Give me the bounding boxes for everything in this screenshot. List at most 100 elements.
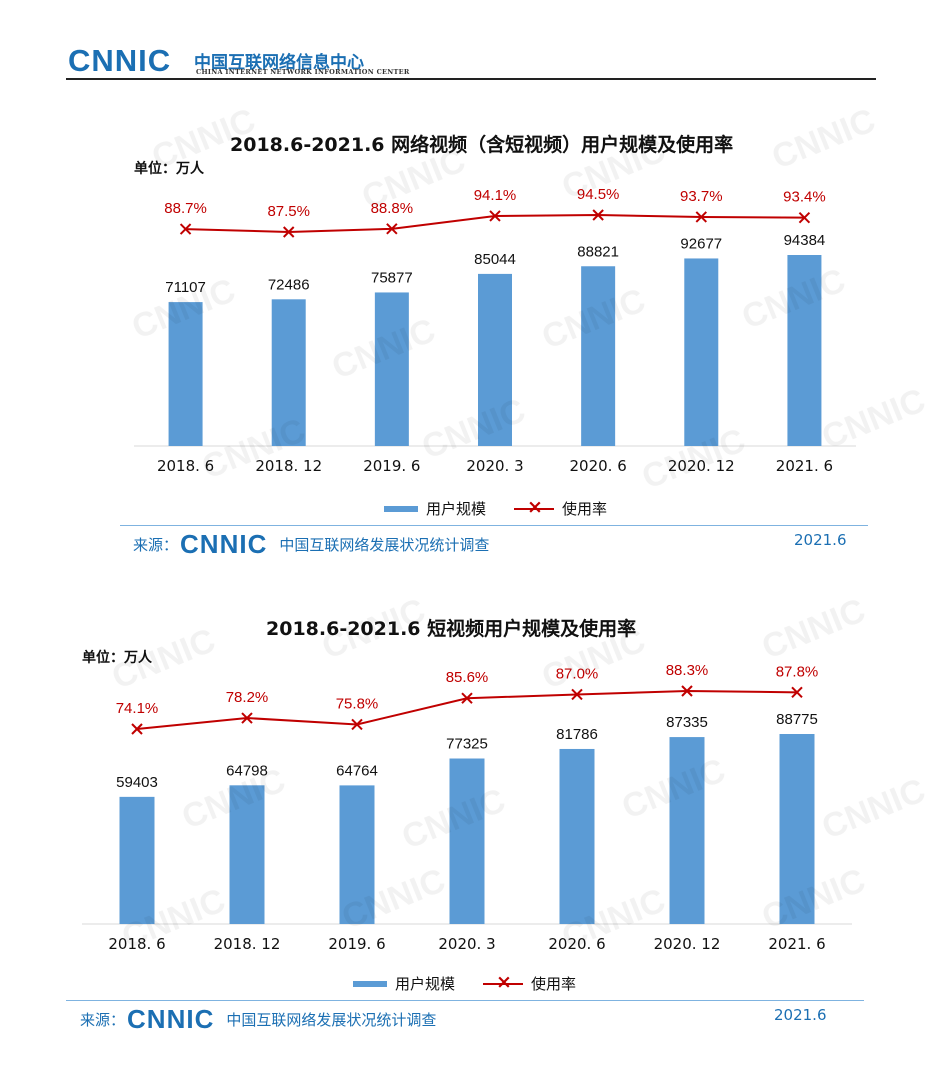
rate-marker-stroke <box>241 712 253 724</box>
bar <box>559 748 595 924</box>
bar-value-label: 88821 <box>577 243 619 260</box>
rate-marker-stroke <box>571 688 583 701</box>
bar <box>119 796 155 924</box>
chart-plot-video: 71107 2018. 6 72486 2018. 12 75877 2019. 6 850… <box>134 186 856 475</box>
rate-value-label: 93.4% <box>783 189 826 206</box>
bar <box>684 258 719 446</box>
rate-value-label: 87.5% <box>267 203 310 220</box>
rate-value-label: 78.2% <box>226 689 269 706</box>
bar <box>271 299 306 446</box>
rate-marker-stroke <box>461 692 473 704</box>
rate-value-label: 94.5% <box>577 186 620 203</box>
rate-marker <box>681 685 693 697</box>
bar-value-label: 88775 <box>776 711 818 728</box>
rate-value-label: 74.1% <box>116 700 159 717</box>
bar-value-label: 85044 <box>474 251 516 268</box>
chart-legend: 用户规模 使用率 <box>384 496 608 519</box>
rate-marker-stroke <box>695 211 707 223</box>
bar-value-label: 64764 <box>336 762 378 779</box>
bar-value-label: 75877 <box>371 269 413 286</box>
bar <box>787 255 822 446</box>
rate-value-label: 94.1% <box>474 187 517 204</box>
x-tick-label: 2021. 6 <box>776 457 833 475</box>
rate-marker <box>241 712 253 724</box>
x-tick-label: 2021. 6 <box>768 935 825 953</box>
source-divider <box>120 525 868 526</box>
page-header: CNNIC 中国互联网络信息中心 CHINA INTERNET NETWORK … <box>66 40 876 80</box>
unit-label: 单位：万人 <box>82 650 152 666</box>
legend-bar-swatch <box>353 980 387 987</box>
rate-marker <box>791 686 803 699</box>
unit-label: 单位：万人 <box>134 161 204 177</box>
rate-value-label: 85.6% <box>446 669 489 686</box>
rate-marker-stroke <box>681 685 693 697</box>
legend-item-rate: 使用率 <box>514 496 608 519</box>
x-tick-label: 2020. 12 <box>668 457 735 475</box>
x-tick-label: 2020. 3 <box>438 935 495 953</box>
source-line: 来源： CNNIC 中国互联网络发展状况统计调查 <box>133 529 489 560</box>
bar <box>229 785 265 924</box>
bar-value-label: 72486 <box>268 276 310 293</box>
legend-bar-swatch <box>384 505 418 512</box>
bar <box>478 273 512 446</box>
bar <box>374 292 409 446</box>
source-date: 2021.6 <box>794 531 847 549</box>
legend-label-users: 用户规模 <box>426 500 487 518</box>
rate-marker <box>798 211 811 224</box>
rate-value-label: 75.8% <box>336 695 379 712</box>
rate-marker <box>695 211 707 223</box>
source-text: 中国互联网络发展状况统计调查 <box>279 536 490 554</box>
chart-title: 2018.6-2021.6 短视频用户规模及使用率 <box>266 618 637 640</box>
rate-marker-stroke <box>386 223 398 235</box>
bar-value-label: 71107 <box>165 279 206 296</box>
source-label: 来源： <box>133 536 179 554</box>
bar-value-label: 87335 <box>666 714 708 731</box>
x-tick-label: 2018. 12 <box>214 935 281 953</box>
rate-marker-stroke <box>179 223 192 235</box>
legend-label-users: 用户规模 <box>395 975 456 993</box>
rate-marker <box>571 688 583 701</box>
legend-item-users: 用户规模 <box>384 498 486 519</box>
bar <box>669 737 705 924</box>
bar-value-label: 59403 <box>116 774 158 791</box>
rate-marker <box>592 209 604 221</box>
bar-value-label: 94384 <box>784 232 826 249</box>
legend-line-swatch <box>514 496 555 518</box>
chart-legend: 用户规模 使用率 <box>353 971 577 994</box>
cnnic-logo: CNNIC <box>68 43 172 78</box>
x-tick-label: 2019. 6 <box>328 935 385 953</box>
rate-marker <box>179 223 192 235</box>
x-tick-label: 2020. 12 <box>654 935 721 953</box>
legend-label-rate: 使用率 <box>531 975 577 993</box>
legend-item-users: 用户规模 <box>353 973 455 994</box>
source-label: 来源： <box>80 1011 126 1029</box>
rate-marker <box>386 223 398 235</box>
chart-title: 2018.6-2021.6 网络视频（含短视频）用户规模及使用率 <box>230 134 734 156</box>
bar <box>779 734 815 924</box>
x-tick-label: 2019. 6 <box>363 457 420 475</box>
org-name-en: CHINA INTERNET NETWORK INFORMATION CENTE… <box>196 68 410 76</box>
source-text: 中国互联网络发展状况统计调查 <box>226 1011 437 1029</box>
source-logo: CNNIC <box>127 1004 215 1034</box>
bar-value-label: 77325 <box>446 736 488 753</box>
bar <box>339 785 375 924</box>
source-line: 来源： CNNIC 中国互联网络发展状况统计调查 <box>80 1004 436 1035</box>
rate-marker <box>461 692 473 704</box>
rate-marker-stroke <box>283 226 295 238</box>
org-name-cn: 中国互联网络信息中心 <box>194 53 364 73</box>
legend-item-rate: 使用率 <box>483 971 577 994</box>
legend-label-rate: 使用率 <box>562 500 608 518</box>
bar-value-label: 81786 <box>556 726 598 743</box>
x-tick-label: 2020. 3 <box>466 457 523 475</box>
bar-value-label: 92677 <box>680 235 722 252</box>
rate-value-label: 93.7% <box>680 188 723 205</box>
source-logo: CNNIC <box>180 529 268 559</box>
rate-marker-stroke <box>131 723 143 735</box>
header-divider <box>66 78 876 80</box>
rate-marker <box>351 718 363 731</box>
rate-value-label: 87.8% <box>776 663 819 680</box>
bar <box>449 758 485 924</box>
bar <box>168 302 203 446</box>
x-tick-label: 2018. 6 <box>108 935 165 953</box>
